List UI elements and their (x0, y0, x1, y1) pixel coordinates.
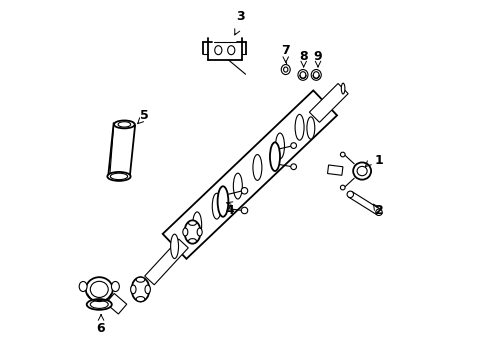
Ellipse shape (252, 154, 262, 180)
Ellipse shape (290, 164, 296, 170)
Ellipse shape (107, 172, 130, 181)
Ellipse shape (212, 193, 221, 219)
Ellipse shape (340, 152, 345, 157)
Text: 9: 9 (313, 50, 322, 63)
Ellipse shape (131, 277, 149, 302)
Ellipse shape (283, 67, 287, 72)
Ellipse shape (90, 281, 108, 297)
Ellipse shape (188, 239, 196, 243)
Ellipse shape (130, 285, 136, 294)
Polygon shape (327, 165, 342, 175)
Ellipse shape (352, 162, 370, 180)
Ellipse shape (79, 282, 87, 292)
Polygon shape (348, 192, 380, 215)
Ellipse shape (136, 297, 144, 302)
Ellipse shape (170, 234, 178, 258)
Text: 6: 6 (97, 322, 105, 335)
Ellipse shape (136, 277, 144, 282)
Ellipse shape (183, 228, 187, 236)
Ellipse shape (192, 212, 201, 238)
Ellipse shape (375, 209, 382, 216)
Ellipse shape (306, 117, 314, 139)
Ellipse shape (214, 46, 222, 55)
Text: 5: 5 (140, 109, 148, 122)
Ellipse shape (227, 46, 234, 55)
Ellipse shape (197, 228, 202, 236)
Polygon shape (309, 84, 347, 122)
Ellipse shape (233, 173, 242, 199)
Ellipse shape (341, 83, 344, 94)
Ellipse shape (86, 299, 112, 310)
Ellipse shape (340, 185, 345, 190)
Ellipse shape (144, 285, 150, 294)
Polygon shape (108, 123, 135, 177)
Ellipse shape (241, 188, 247, 194)
Ellipse shape (346, 191, 353, 198)
Ellipse shape (110, 173, 127, 180)
Ellipse shape (297, 69, 307, 80)
Ellipse shape (184, 220, 200, 244)
Text: 1: 1 (374, 154, 383, 167)
Ellipse shape (188, 221, 196, 225)
Ellipse shape (313, 72, 319, 78)
Ellipse shape (118, 122, 130, 127)
Ellipse shape (85, 277, 112, 302)
Ellipse shape (294, 114, 304, 140)
Ellipse shape (111, 282, 119, 292)
Text: 8: 8 (299, 50, 307, 63)
Ellipse shape (90, 301, 108, 309)
Ellipse shape (310, 69, 321, 80)
Ellipse shape (281, 64, 290, 75)
Polygon shape (144, 239, 188, 285)
Ellipse shape (275, 133, 284, 159)
Text: 3: 3 (235, 10, 244, 23)
Ellipse shape (114, 121, 135, 129)
Ellipse shape (300, 72, 305, 78)
Text: 7: 7 (281, 44, 289, 57)
Ellipse shape (241, 207, 247, 214)
Text: 2: 2 (374, 204, 383, 217)
Ellipse shape (356, 166, 366, 176)
Ellipse shape (217, 186, 228, 217)
Polygon shape (163, 90, 336, 259)
Ellipse shape (290, 143, 296, 148)
Ellipse shape (269, 142, 280, 171)
Polygon shape (105, 293, 126, 314)
Text: 4: 4 (225, 204, 234, 217)
